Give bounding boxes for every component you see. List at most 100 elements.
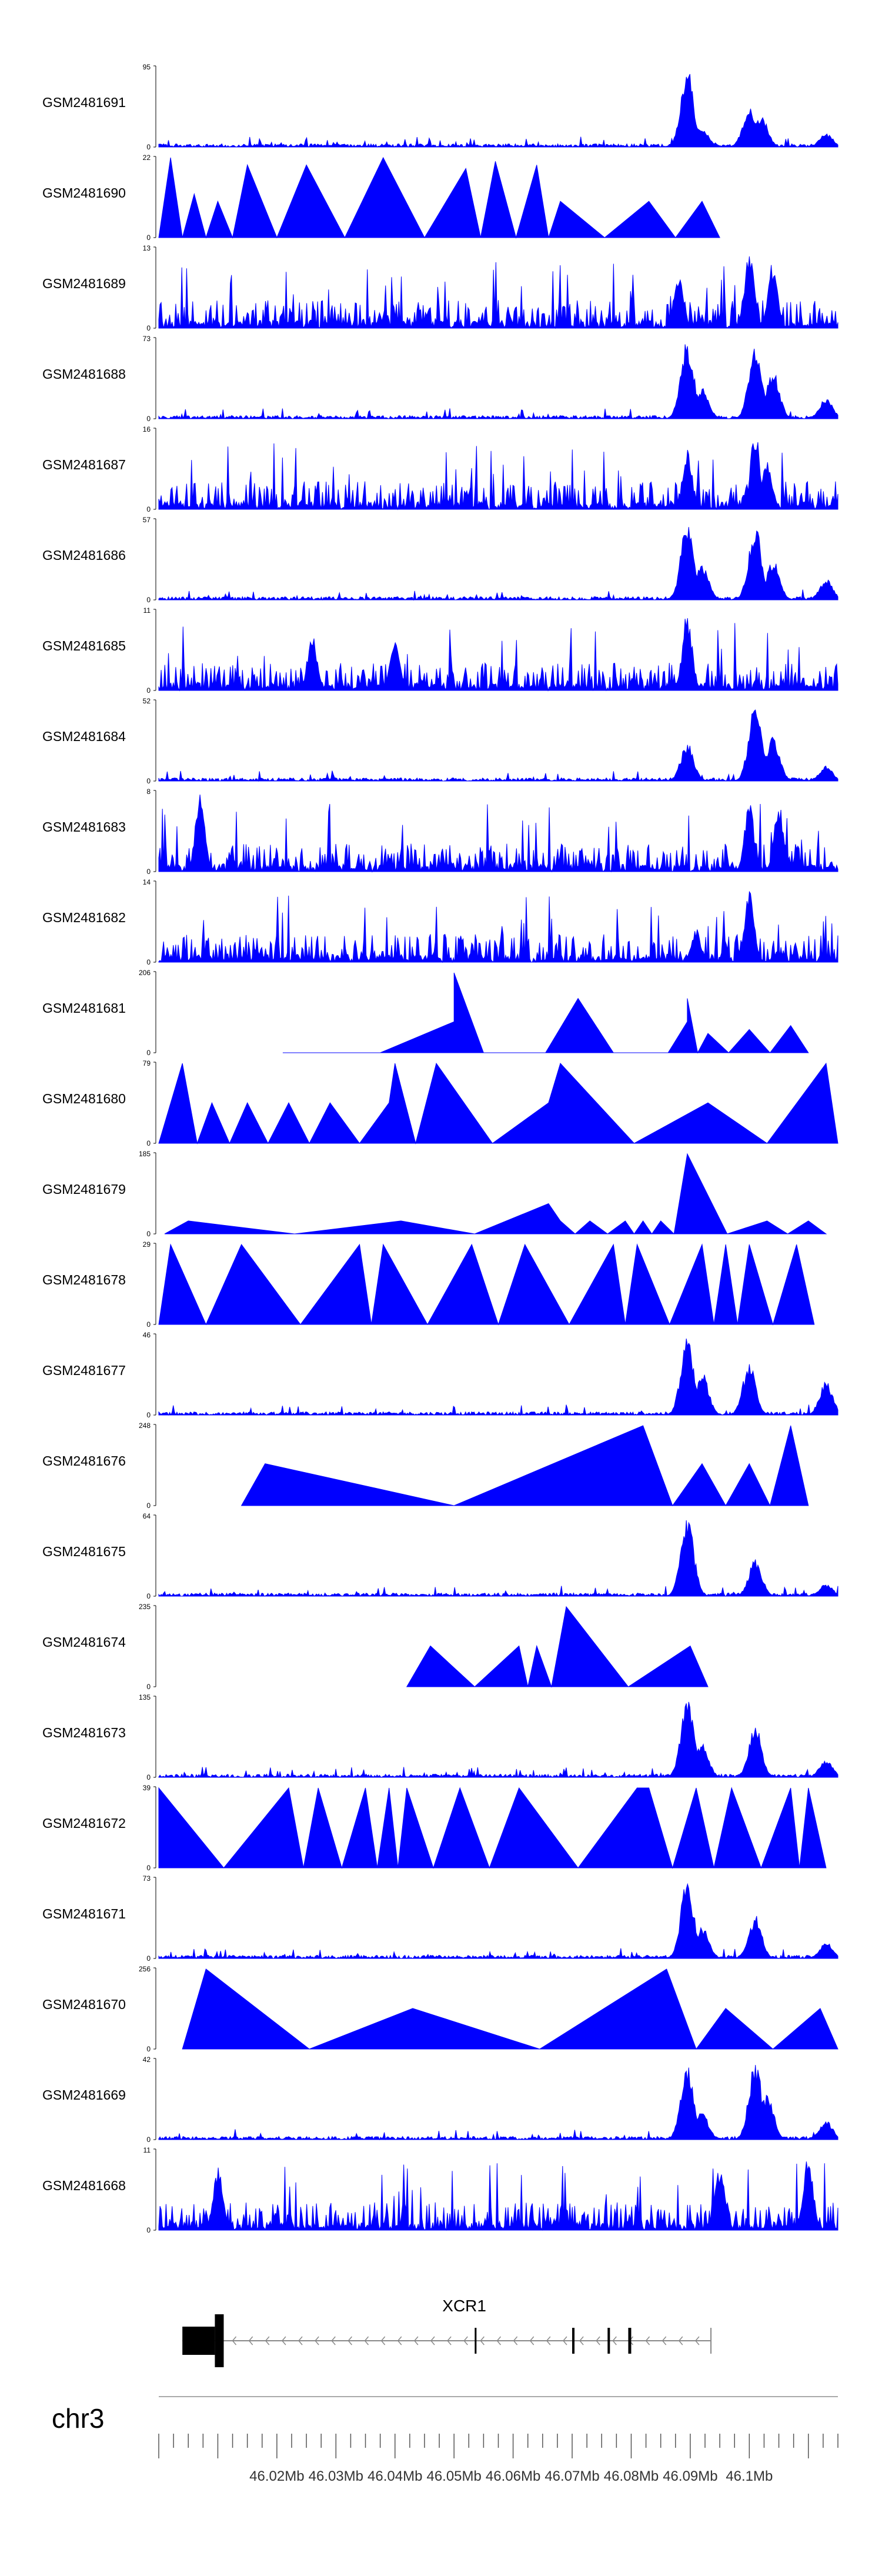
- x-tick-label: 46.02Mb: [249, 2468, 304, 2484]
- track-GSM2481673: GSM2481673 135 0: [42, 1693, 838, 1781]
- track-label-GSM2481668: GSM2481668: [42, 2178, 126, 2193]
- coverage-area-GSM2481670: [182, 1968, 838, 2050]
- gene-name-label: XCR1: [442, 2297, 486, 2315]
- track-label-GSM2481677: GSM2481677: [42, 1363, 126, 1378]
- track-label-GSM2481674: GSM2481674: [42, 1634, 126, 1650]
- coverage-area-GSM2481676: [240, 1425, 809, 1507]
- strand-arrow: [546, 2336, 551, 2345]
- track-GSM2481682: GSM2481682 14 0: [42, 878, 838, 966]
- track-label-GSM2481691: GSM2481691: [42, 95, 126, 110]
- strand-arrow: [463, 2336, 468, 2345]
- strand-arrow: [562, 2336, 567, 2345]
- y-tick-zero-GSM2481682: 0: [146, 958, 151, 966]
- x-tick-label: 46.09Mb: [663, 2468, 717, 2484]
- track-label-GSM2481676: GSM2481676: [42, 1453, 126, 1469]
- track-GSM2481674: GSM2481674 235 0: [42, 1603, 709, 1691]
- exon-6: [628, 2328, 632, 2354]
- coverage-area-GSM2481673: [158, 1701, 838, 1778]
- coverage-area-GSM2481678: [158, 1243, 815, 1326]
- track-GSM2481678: GSM2481678 29 0: [42, 1240, 815, 1329]
- exon-1: [182, 2327, 215, 2355]
- y-tick-max-GSM2481689: 13: [143, 244, 151, 252]
- y-tick-max-GSM2481681: 206: [139, 969, 151, 977]
- y-tick-max-GSM2481678: 29: [143, 1240, 151, 1249]
- track-GSM2481675: GSM2481675 64 0: [42, 1512, 838, 1600]
- coverage-area-GSM2481679: [164, 1153, 827, 1235]
- y-tick-zero-GSM2481683: 0: [146, 867, 151, 876]
- track-GSM2481676: GSM2481676 248 0: [42, 1422, 809, 1510]
- strand-arrow: [694, 2336, 700, 2345]
- track-GSM2481690: GSM2481690 22 0: [42, 154, 720, 242]
- y-tick-zero-GSM2481672: 0: [146, 1864, 151, 1872]
- track-GSM2481672: GSM2481672 39 0: [42, 1784, 827, 1872]
- strand-arrow: [298, 2336, 303, 2345]
- y-tick-zero-GSM2481670: 0: [146, 2045, 151, 2053]
- coverage-area-GSM2481677: [158, 1339, 838, 1416]
- track-label-GSM2481685: GSM2481685: [42, 638, 126, 653]
- track-label-GSM2481688: GSM2481688: [42, 366, 126, 382]
- track-GSM2481689: GSM2481689 13 0: [42, 244, 838, 332]
- strand-arrow: [331, 2336, 336, 2345]
- coverage-area-GSM2481685: [158, 618, 838, 692]
- strand-arrow: [430, 2336, 435, 2345]
- x-tick-label: 46.04Mb: [368, 2468, 422, 2484]
- track-label-GSM2481683: GSM2481683: [42, 819, 126, 835]
- strand-arrow: [496, 2336, 502, 2345]
- y-tick-max-GSM2481680: 79: [143, 1059, 151, 1067]
- strand-arrow: [678, 2336, 683, 2345]
- track-label-GSM2481671: GSM2481671: [42, 1906, 126, 1921]
- strand-arrow: [579, 2336, 584, 2345]
- coverage-area-GSM2481691: [158, 74, 838, 148]
- track-GSM2481681: GSM2481681 206 0: [42, 969, 809, 1057]
- track-label-GSM2481672: GSM2481672: [42, 1816, 126, 1831]
- strand-arrow: [645, 2336, 650, 2345]
- strand-arrow: [480, 2336, 485, 2345]
- track-GSM2481671: GSM2481671 73 0: [42, 1874, 838, 1963]
- strand-arrow: [265, 2336, 270, 2345]
- coverage-area-GSM2481686: [158, 527, 838, 601]
- strand-arrow: [612, 2336, 617, 2345]
- y-tick-max-GSM2481674: 235: [139, 1603, 151, 1611]
- coverage-area-GSM2481683: [158, 794, 838, 873]
- y-tick-max-GSM2481684: 52: [143, 697, 151, 705]
- y-tick-zero-GSM2481677: 0: [146, 1411, 151, 1419]
- coverage-area-GSM2481682: [158, 890, 838, 963]
- strand-arrow: [315, 2336, 319, 2345]
- coverage-area-GSM2481680: [158, 1062, 838, 1144]
- coverage-area-GSM2481671: [158, 1883, 838, 1960]
- x-tick-label: 46.05Mb: [426, 2468, 481, 2484]
- y-tick-zero-GSM2481675: 0: [146, 1592, 151, 1600]
- y-tick-max-GSM2481691: 95: [143, 63, 151, 71]
- y-tick-zero-GSM2481681: 0: [146, 1049, 151, 1057]
- track-label-GSM2481681: GSM2481681: [42, 1000, 126, 1016]
- track-label-GSM2481678: GSM2481678: [42, 1272, 126, 1287]
- y-tick-max-GSM2481675: 64: [143, 1512, 151, 1520]
- strand-arrow: [397, 2336, 402, 2345]
- track-GSM2481683: GSM2481683 8 0: [42, 788, 838, 876]
- coverage-area-GSM2481668: [158, 2161, 838, 2231]
- coverage-area-GSM2481675: [158, 1520, 838, 1597]
- x-tick-label: 46.1Mb: [726, 2468, 773, 2484]
- coverage-area-GSM2481674: [406, 1606, 709, 1688]
- x-tick-label: 46.03Mb: [309, 2468, 363, 2484]
- track-GSM2481669: GSM2481669 42 0: [42, 2056, 838, 2144]
- track-label-GSM2481687: GSM2481687: [42, 457, 126, 472]
- track-GSM2481686: GSM2481686 57 0: [42, 516, 838, 604]
- y-tick-zero-GSM2481691: 0: [146, 143, 151, 151]
- track-GSM2481679: GSM2481679 185 0: [42, 1150, 827, 1238]
- strand-arrow: [529, 2336, 534, 2345]
- exon-2: [215, 2314, 224, 2367]
- y-tick-max-GSM2481685: 11: [143, 606, 151, 615]
- coverage-area-GSM2481690: [158, 156, 720, 239]
- y-tick-zero-GSM2481676: 0: [146, 1501, 151, 1510]
- y-tick-zero-GSM2481669: 0: [146, 2135, 151, 2144]
- exon-4: [572, 2328, 575, 2354]
- track-GSM2481670: GSM2481670 256 0: [42, 1965, 838, 2053]
- x-tick-label: 46.07Mb: [544, 2468, 599, 2484]
- strand-arrow: [232, 2336, 237, 2345]
- coverage-area-GSM2481681: [282, 972, 809, 1054]
- track-label-GSM2481679: GSM2481679: [42, 1182, 126, 1197]
- y-tick-zero-GSM2481687: 0: [146, 505, 151, 513]
